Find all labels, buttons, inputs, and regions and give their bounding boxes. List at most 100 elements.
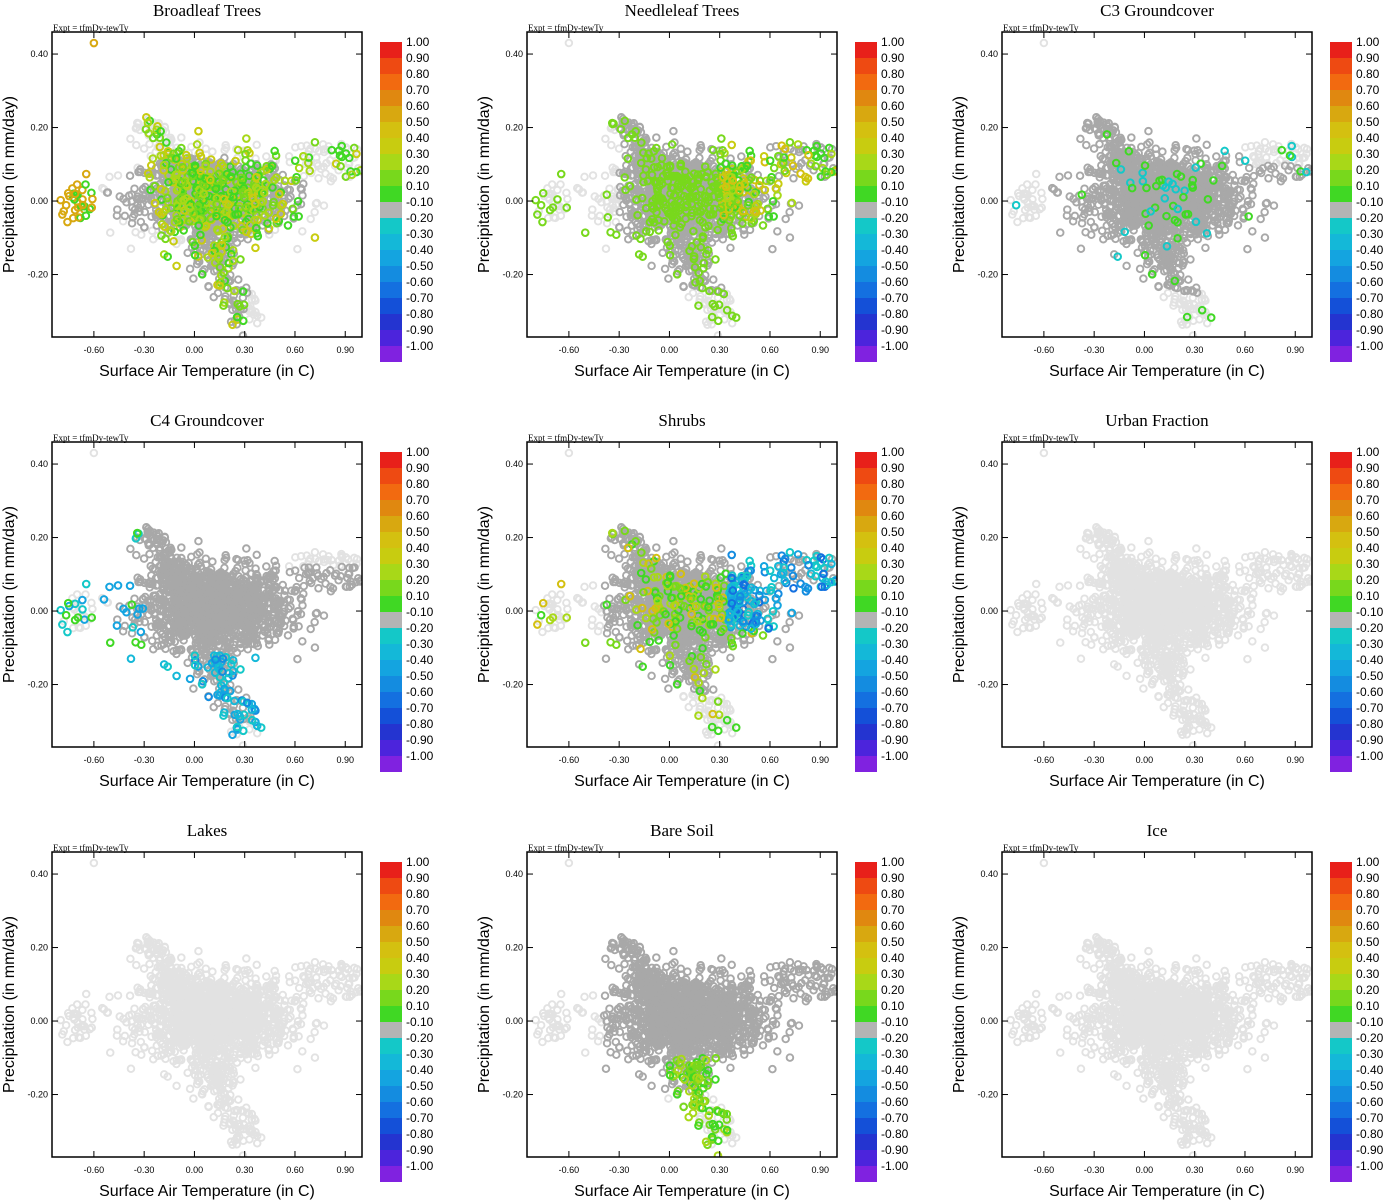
x-tick-label: 0.90 [811,345,829,355]
data-point [718,199,727,208]
data-point [233,299,243,309]
data-point [755,176,765,186]
data-point [289,212,299,221]
data-point [1249,151,1258,161]
data-point [785,137,795,147]
data-point [1077,219,1087,228]
data-point [679,282,688,292]
data-point [1037,203,1046,212]
data-point [590,192,599,201]
data-point [238,316,248,326]
data-point [260,211,270,220]
data-point [636,158,646,168]
colorbar-label: 0.40 [881,131,905,145]
data-point [256,313,266,322]
data-point [298,227,307,236]
data-point [722,305,732,315]
data-point [214,252,224,261]
data-point [1156,155,1166,164]
data-point [777,141,787,150]
data-point [769,163,779,173]
data-point [536,200,546,210]
data-point [692,238,702,247]
x-tick-label: 0.90 [336,345,354,355]
data-point [698,234,707,243]
data-point [733,197,743,206]
colorbar-swatch [855,122,877,138]
data-point [646,154,656,163]
colorbar-swatch [380,346,402,362]
data-point [713,287,723,296]
data-point [708,209,718,219]
data-point [766,175,776,185]
data-point [213,288,223,298]
data-point [768,197,778,206]
data-point [188,171,197,181]
data-point [226,172,236,181]
x-tick-label: 0.00 [661,345,679,355]
data-point [203,253,213,262]
data-point [703,167,713,177]
data-point [149,193,159,203]
data-point [538,217,547,227]
data-point [654,226,663,235]
data-point [723,193,733,203]
data-point [804,150,813,160]
data-point [553,195,562,204]
data-point [81,180,90,189]
data-point [170,227,180,237]
data-point [189,274,198,283]
x-tick-label: -0.60 [84,345,105,355]
data-point [241,163,250,172]
colorbar-label: 0.10 [406,179,430,193]
data-point [714,192,724,202]
data-point [56,195,66,205]
data-point [228,256,238,266]
data-point [794,201,804,210]
data-point [665,241,675,250]
data-point [670,148,679,158]
colorbar-label: 1.00 [406,35,430,49]
data-point [253,231,263,241]
data-point [252,140,261,150]
colorbar-label: -0.80 [881,307,909,321]
data-point [601,134,610,144]
data-point [201,174,210,183]
data-point [319,147,329,157]
data-point [1261,144,1270,154]
data-point [615,207,625,217]
data-point [188,168,197,178]
data-point [689,226,698,236]
x-tick-label: 0.30 [236,345,254,355]
plot-frame [51,31,363,338]
colorbar-label: -0.60 [881,275,909,289]
data-point [691,278,700,287]
data-point [1013,217,1022,227]
data-point [190,250,200,260]
colorbar-swatch [855,298,877,314]
data-point [318,140,328,149]
data-point [726,181,736,190]
data-point [665,250,675,260]
data-point [1256,214,1265,224]
data-point [1302,149,1311,159]
data-point [665,161,675,170]
data-point [233,145,243,155]
data-point [218,207,227,216]
y-axis-label: Precipitation (in mm/day) [1,96,18,273]
colorbar-label: -0.70 [881,291,909,305]
colorbar-swatch [380,138,402,154]
data-point [218,175,228,185]
data-point [1090,207,1100,217]
data-point [809,146,819,155]
data-point [1221,151,1231,160]
data-point [816,149,826,158]
panel-title: Needleleaf Trees [625,1,740,20]
data-point [796,169,805,178]
data-point [299,151,308,161]
colorbar-label: 1.00 [881,35,905,49]
data-point [1197,289,1207,299]
data-point [1097,226,1107,236]
